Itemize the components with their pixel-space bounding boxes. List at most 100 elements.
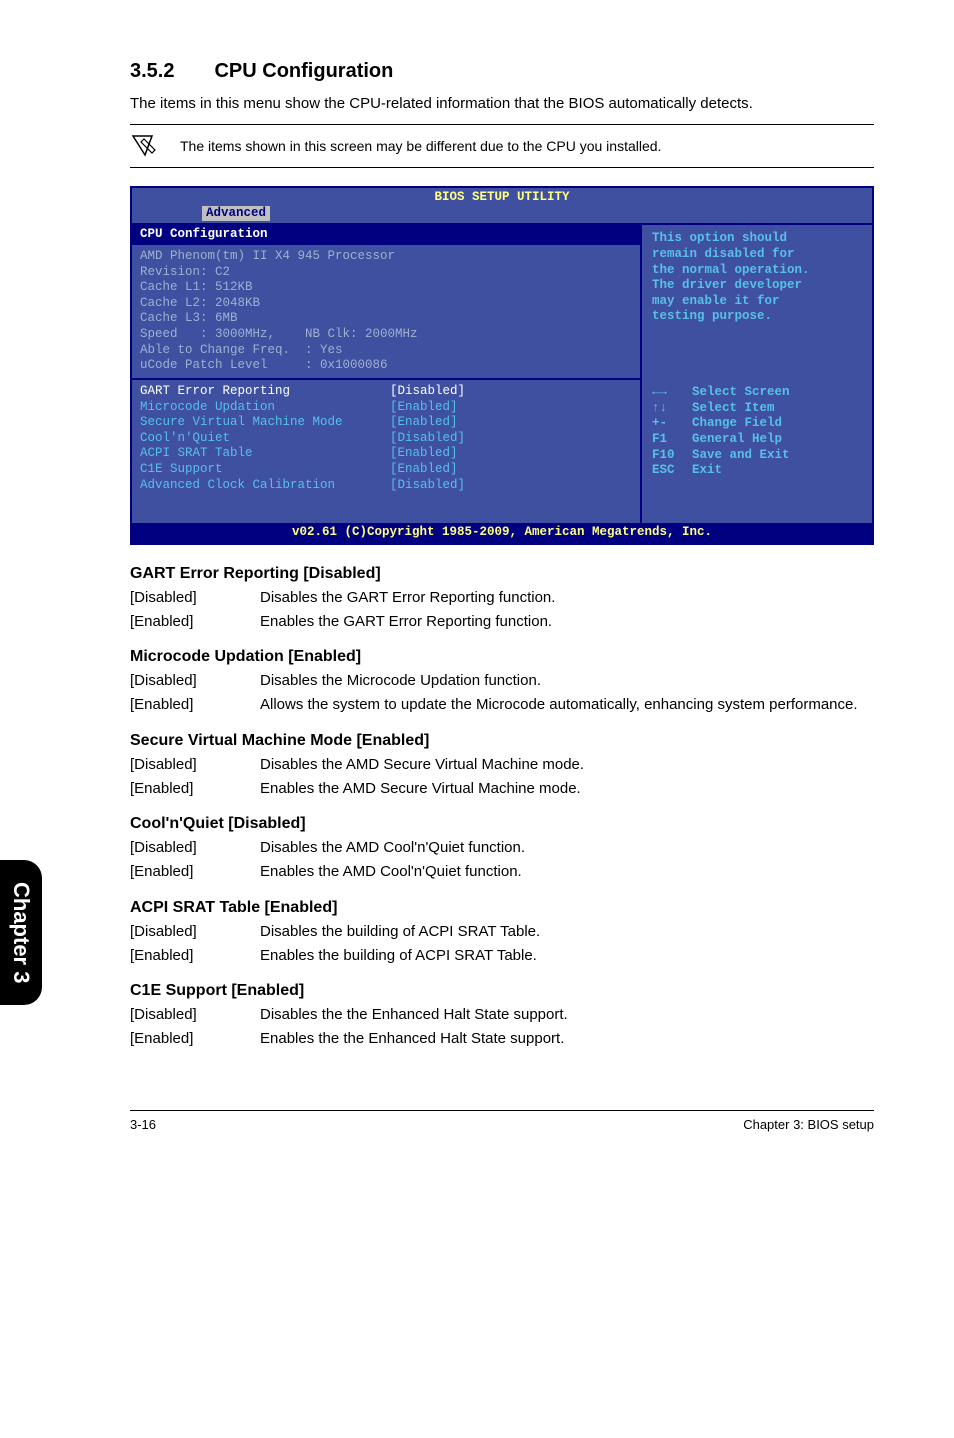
bios-nav-row: ←→Select Screen	[652, 385, 862, 401]
bios-option-row: Microcode Updation[Enabled]	[140, 400, 632, 416]
bios-cpu-info: AMD Phenom(tm) II X4 945 Processor Revis…	[132, 245, 640, 380]
bios-option-value: [Disabled]	[390, 431, 465, 447]
setting-desc: Disables the building of ACPI SRAT Table…	[260, 921, 874, 943]
section-heading: 3.5.2 CPU Configuration	[130, 60, 874, 83]
setting-row: [Enabled]Enables the AMD Secure Virtual …	[130, 778, 874, 800]
bios-option-value: [Disabled]	[390, 384, 465, 400]
bios-option-label: Microcode Updation	[140, 400, 390, 416]
setting-heading: C1E Support [Enabled]	[130, 982, 874, 1000]
setting-key: [Enabled]	[130, 611, 260, 633]
bios-nav-row: F1General Help	[652, 432, 862, 448]
page-footer: 3-16 Chapter 3: BIOS setup	[130, 1110, 874, 1132]
bios-nav-text: Select Item	[692, 401, 775, 417]
setting-heading: GART Error Reporting [Disabled]	[130, 565, 874, 583]
setting-row: [Enabled]Enables the building of ACPI SR…	[130, 945, 874, 967]
setting-row: [Disabled]Disables the Microcode Updatio…	[130, 670, 874, 692]
bios-nav-row: F10Save and Exit	[652, 448, 862, 464]
setting-desc: Enables the AMD Cool'n'Quiet function.	[260, 861, 874, 883]
bios-nav-key: ←→	[652, 385, 692, 401]
bios-nav-key: F10	[652, 448, 692, 464]
setting-key: [Disabled]	[130, 670, 260, 692]
page-number: 3-16	[130, 1117, 156, 1132]
note-pencil-icon	[130, 133, 160, 159]
bios-tab-advanced: Advanced	[202, 206, 270, 222]
bios-screenshot: BIOS SETUP UTILITY Advanced CPU Configur…	[130, 186, 874, 545]
setting-row: [Enabled]Enables the the Enhanced Halt S…	[130, 1028, 874, 1050]
bios-option-value: [Enabled]	[390, 446, 458, 462]
setting-desc: Enables the AMD Secure Virtual Machine m…	[260, 778, 874, 800]
bios-option-value: [Enabled]	[390, 462, 458, 478]
bios-option-label: Secure Virtual Machine Mode	[140, 415, 390, 431]
bios-option-row: Secure Virtual Machine Mode[Enabled]	[140, 415, 632, 431]
setting-desc: Disables the Microcode Updation function…	[260, 670, 874, 692]
bios-nav-key: +-	[652, 416, 692, 432]
setting-key: [Enabled]	[130, 1028, 260, 1050]
setting-row: [Disabled]Disables the building of ACPI …	[130, 921, 874, 943]
bios-nav-key: F1	[652, 432, 692, 448]
setting-key: [Enabled]	[130, 861, 260, 883]
bios-option-value: [Enabled]	[390, 415, 458, 431]
bios-option-label: Advanced Clock Calibration	[140, 478, 390, 494]
chapter-side-tab: Chapter 3	[0, 860, 42, 1005]
setting-key: [Disabled]	[130, 921, 260, 943]
note-text: The items shown in this screen may be di…	[180, 138, 661, 154]
setting-key: [Disabled]	[130, 1004, 260, 1026]
note-box: The items shown in this screen may be di…	[130, 124, 874, 168]
bios-nav-keys: ←→Select Screen↑↓Select Item+-Change Fie…	[652, 365, 862, 479]
bios-option-row: Advanced Clock Calibration[Disabled]	[140, 478, 632, 494]
setting-row: [Disabled]Disables the AMD Cool'n'Quiet …	[130, 837, 874, 859]
bios-title: BIOS SETUP UTILITY	[132, 188, 872, 206]
bios-panel-header: CPU Configuration	[132, 225, 640, 245]
setting-desc: Enables the building of ACPI SRAT Table.	[260, 945, 874, 967]
setting-key: [Disabled]	[130, 837, 260, 859]
setting-desc: Disables the GART Error Reporting functi…	[260, 587, 874, 609]
setting-row: [Disabled]Disables the AMD Secure Virtua…	[130, 754, 874, 776]
bios-nav-key: ESC	[652, 463, 692, 479]
section-number: 3.5.2	[130, 60, 174, 83]
setting-heading: Microcode Updation [Enabled]	[130, 648, 874, 666]
setting-key: [Enabled]	[130, 694, 260, 716]
bios-nav-text: General Help	[692, 432, 782, 448]
bios-footer: v02.61 (C)Copyright 1985-2009, American …	[132, 523, 872, 543]
bios-option-row: Cool'n'Quiet[Disabled]	[140, 431, 632, 447]
setting-key: [Disabled]	[130, 754, 260, 776]
bios-option-row: ACPI SRAT Table[Enabled]	[140, 446, 632, 462]
footer-chapter: Chapter 3: BIOS setup	[743, 1117, 874, 1132]
bios-option-label: C1E Support	[140, 462, 390, 478]
setting-desc: Disables the AMD Cool'n'Quiet function.	[260, 837, 874, 859]
bios-tab-row: Advanced	[132, 206, 872, 224]
intro-text: The items in this menu show the CPU-rela…	[130, 93, 874, 114]
bios-option-value: [Disabled]	[390, 478, 465, 494]
bios-help-text: This option should remain disabled for t…	[652, 231, 862, 365]
setting-row: [Enabled]Enables the AMD Cool'n'Quiet fu…	[130, 861, 874, 883]
setting-row: [Disabled]Disables the the Enhanced Halt…	[130, 1004, 874, 1026]
bios-nav-text: Save and Exit	[692, 448, 790, 464]
bios-nav-text: Exit	[692, 463, 722, 479]
setting-desc: Allows the system to update the Microcod…	[260, 694, 874, 716]
bios-nav-text: Change Field	[692, 416, 782, 432]
bios-option-label: Cool'n'Quiet	[140, 431, 390, 447]
bios-nav-key: ↑↓	[652, 401, 692, 417]
bios-option-label: ACPI SRAT Table	[140, 446, 390, 462]
bios-option-row: C1E Support[Enabled]	[140, 462, 632, 478]
setting-heading: Secure Virtual Machine Mode [Enabled]	[130, 732, 874, 750]
setting-desc: Enables the the Enhanced Halt State supp…	[260, 1028, 874, 1050]
setting-heading: Cool'n'Quiet [Disabled]	[130, 815, 874, 833]
section-title: CPU Configuration	[214, 60, 393, 82]
setting-desc: Disables the the Enhanced Halt State sup…	[260, 1004, 874, 1026]
bios-nav-text: Select Screen	[692, 385, 790, 401]
setting-key: [Disabled]	[130, 587, 260, 609]
bios-nav-row: ↑↓Select Item	[652, 401, 862, 417]
bios-option-row: GART Error Reporting[Disabled]	[140, 384, 632, 400]
setting-row: [Enabled]Enables the GART Error Reportin…	[130, 611, 874, 633]
bios-option-value: [Enabled]	[390, 400, 458, 416]
bios-nav-row: +-Change Field	[652, 416, 862, 432]
bios-option-label: GART Error Reporting	[140, 384, 390, 400]
bios-options-list: GART Error Reporting[Disabled]Microcode …	[132, 380, 640, 523]
setting-heading: ACPI SRAT Table [Enabled]	[130, 899, 874, 917]
setting-key: [Enabled]	[130, 778, 260, 800]
setting-desc: Disables the AMD Secure Virtual Machine …	[260, 754, 874, 776]
setting-desc: Enables the GART Error Reporting functio…	[260, 611, 874, 633]
bios-nav-row: ESCExit	[652, 463, 862, 479]
setting-key: [Enabled]	[130, 945, 260, 967]
